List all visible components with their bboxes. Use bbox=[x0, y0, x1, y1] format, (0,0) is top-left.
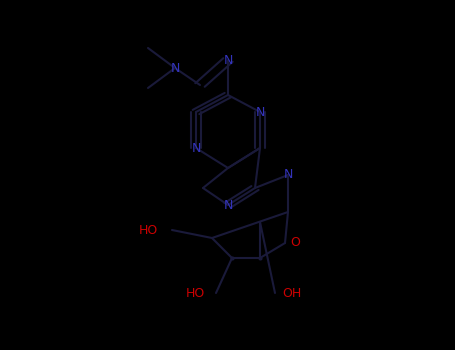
Text: HO: HO bbox=[139, 224, 158, 237]
Text: N: N bbox=[223, 198, 233, 211]
Text: OH: OH bbox=[282, 287, 301, 300]
Text: N: N bbox=[255, 105, 265, 119]
Text: N: N bbox=[283, 168, 293, 182]
Text: N: N bbox=[170, 62, 180, 75]
Text: HO: HO bbox=[186, 287, 206, 300]
Text: N: N bbox=[223, 54, 233, 66]
Text: O: O bbox=[291, 237, 300, 250]
Text: N: N bbox=[191, 141, 201, 154]
